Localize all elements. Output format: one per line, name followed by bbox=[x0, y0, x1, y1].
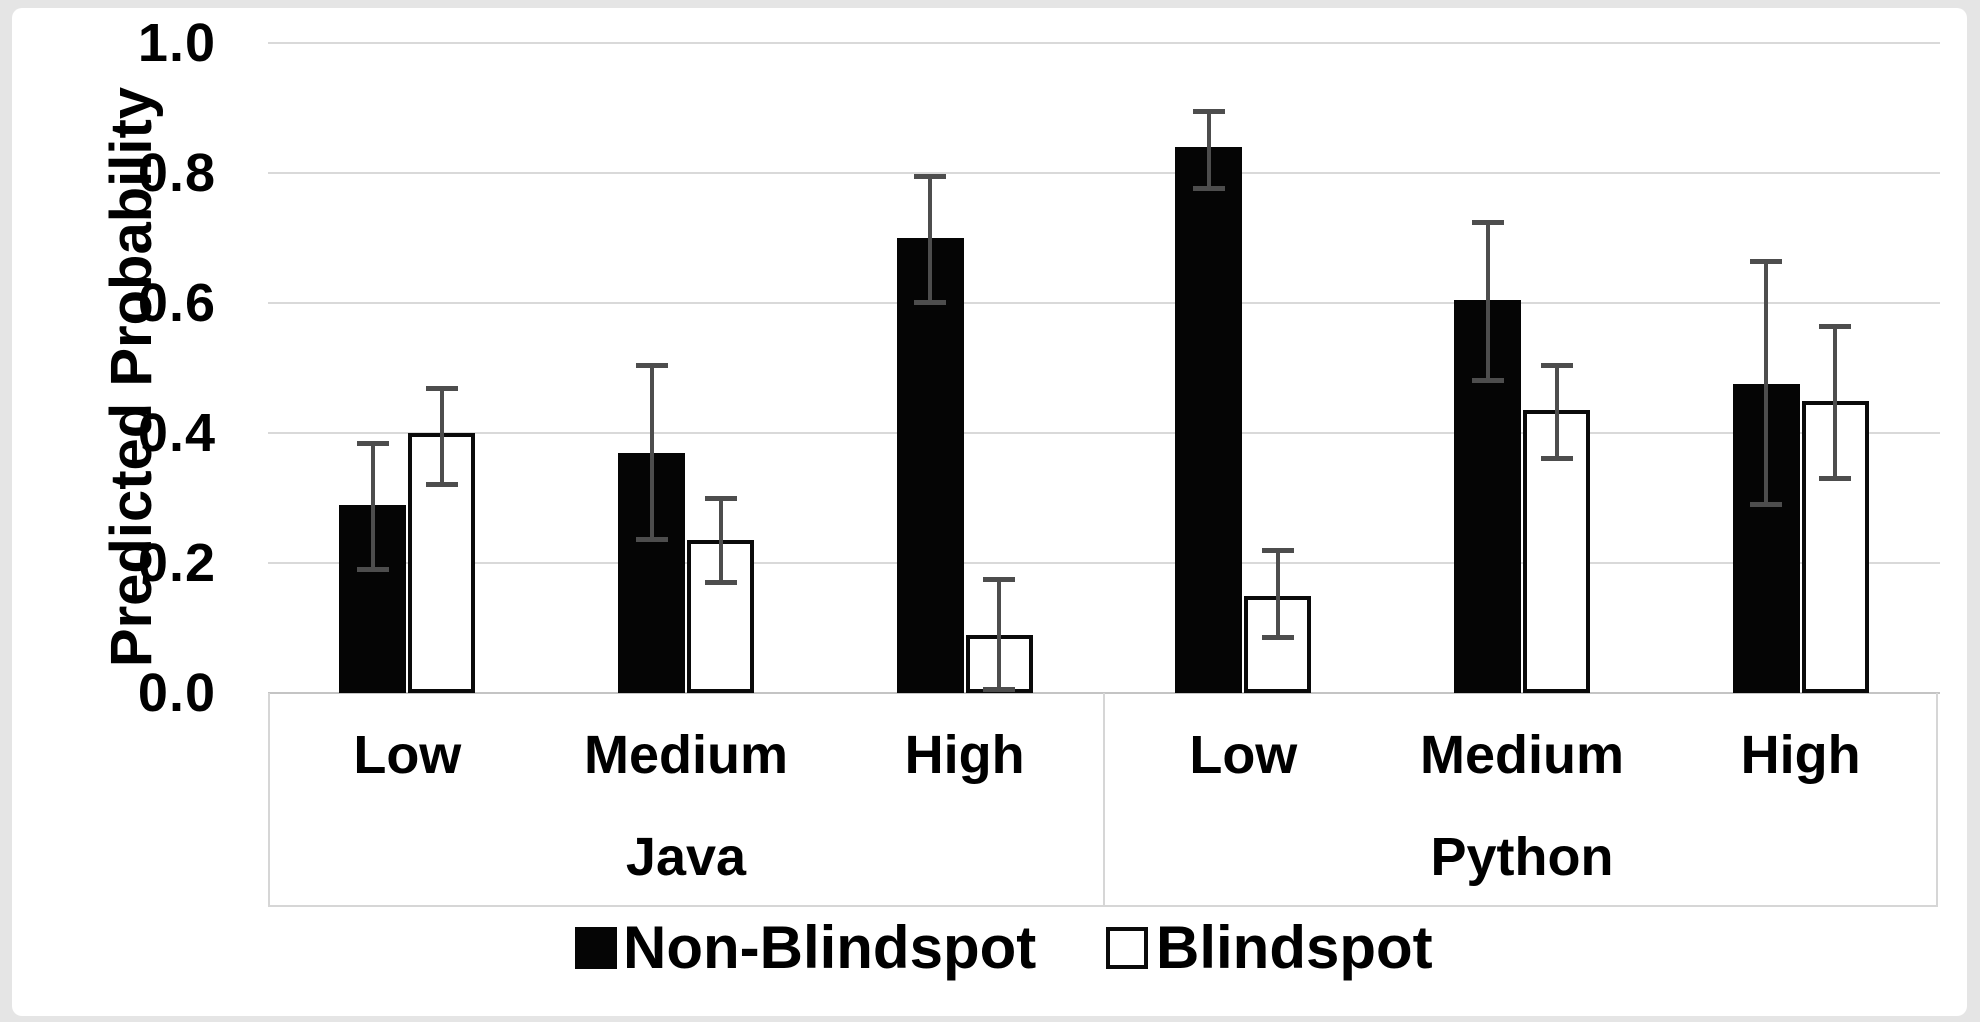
error-bar-cap-bottom bbox=[635, 537, 668, 543]
error-bar-cap-bottom bbox=[914, 300, 947, 305]
legend-label-non-blindspot: Non-Blindspot bbox=[623, 914, 1037, 981]
error-bar-cap-top bbox=[356, 440, 389, 446]
error-bar-line bbox=[370, 442, 375, 570]
error-bar-line bbox=[1485, 221, 1490, 381]
gridline-1.0 bbox=[268, 42, 1940, 44]
error-bar-line bbox=[997, 579, 1002, 690]
chart-canvas: Predicted Probability 1.0 0.8 0.6 0.4 0.2 0.0… bbox=[12, 8, 1967, 1016]
error-bar-line bbox=[1554, 364, 1559, 459]
bar-non-blindspot-high-java bbox=[896, 238, 964, 693]
error-bar-cap-bottom bbox=[1471, 378, 1504, 383]
gridline-0.2 bbox=[268, 562, 1940, 564]
error-bar-line bbox=[1275, 550, 1280, 638]
legend-label-blindspot: Blindspot bbox=[1156, 914, 1433, 981]
error-bar-cap-top bbox=[1819, 323, 1852, 329]
legend-swatch-blindspot bbox=[1106, 927, 1148, 969]
error-bar-cap-bottom bbox=[1750, 501, 1783, 507]
error-bar-cap-bottom bbox=[1819, 475, 1852, 481]
error-bar-line bbox=[1206, 111, 1211, 190]
error-bar-line bbox=[649, 364, 654, 541]
error-bar-line bbox=[928, 176, 933, 303]
y-tick-label-0.0: 0.0 bbox=[137, 663, 216, 723]
error-bar-cap-bottom bbox=[425, 482, 458, 487]
gridline-0.4 bbox=[268, 432, 1940, 434]
legend-item-non-blindspot: Non-Blindspot bbox=[575, 914, 1037, 981]
category-label-high-python: High bbox=[1740, 725, 1861, 785]
error-bar-cap-top bbox=[1261, 548, 1294, 553]
y-tick-label-0.6: 0.6 bbox=[137, 273, 216, 333]
error-bar-cap-bottom bbox=[1261, 634, 1294, 640]
gridline-0.6 bbox=[268, 302, 1940, 304]
group-label-java: Java bbox=[625, 827, 747, 887]
error-bar-cap-top bbox=[914, 174, 947, 180]
legend-item-blindspot: Blindspot bbox=[1106, 914, 1433, 981]
error-bar-line bbox=[439, 387, 444, 485]
error-bar-cap-top bbox=[1750, 258, 1783, 264]
error-bar-cap-bottom bbox=[983, 686, 1016, 692]
error-bar-cap-top bbox=[1471, 219, 1504, 225]
error-bar-cap-top bbox=[704, 496, 737, 501]
error-bar-cap-bottom bbox=[1192, 186, 1225, 192]
category-label-medium-python: Medium bbox=[1419, 725, 1624, 785]
error-bar-line bbox=[1764, 260, 1769, 505]
y-tick-label-0.2: 0.2 bbox=[137, 533, 216, 593]
gridline-0.8 bbox=[268, 172, 1940, 174]
y-tick-label-0.8: 0.8 bbox=[137, 143, 216, 203]
category-axis-divider bbox=[1103, 693, 1105, 905]
y-tick-label-1.0: 1.0 bbox=[137, 13, 216, 73]
category-axis-box bbox=[268, 693, 1938, 907]
category-label-high-java: High bbox=[904, 725, 1025, 785]
error-bar-cap-bottom bbox=[356, 566, 389, 572]
group-label-python: Python bbox=[1430, 827, 1614, 887]
category-label-low-python: Low bbox=[1189, 725, 1298, 785]
error-bar-cap-top bbox=[1192, 109, 1225, 115]
category-label-medium-java: Medium bbox=[583, 725, 788, 785]
error-bar-line bbox=[1833, 325, 1838, 479]
error-bar-cap-top bbox=[1540, 362, 1573, 368]
error-bar-line bbox=[718, 498, 723, 583]
category-label-low-java: Low bbox=[353, 725, 462, 785]
error-bar-cap-bottom bbox=[704, 579, 737, 585]
error-bar-cap-top bbox=[635, 362, 668, 368]
error-bar-cap-top bbox=[983, 577, 1016, 583]
bar-non-blindspot-low-python bbox=[1175, 147, 1243, 693]
y-tick-label-0.4: 0.4 bbox=[137, 403, 216, 463]
legend-swatch-non-blindspot bbox=[575, 927, 617, 969]
error-bar-cap-top bbox=[425, 385, 458, 391]
error-bar-cap-bottom bbox=[1540, 456, 1573, 461]
